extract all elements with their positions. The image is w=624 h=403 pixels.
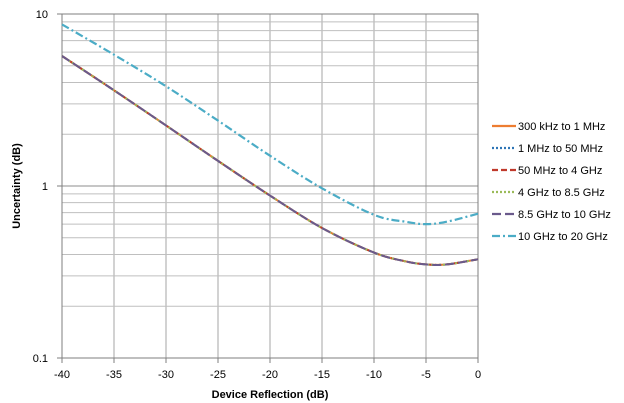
grid	[61, 14, 479, 359]
x-axis-ticks: -40 -35 -30 -25 -20 -15 -10 -5 0	[54, 358, 481, 381]
legend-label: 1 MHz to 50 MHz	[518, 143, 603, 155]
y-axis-ticks: 0.1 1 10	[33, 9, 62, 365]
x-tick-label: -40	[54, 369, 70, 381]
legend-label: 10 GHz to 20 GHz	[518, 231, 608, 243]
x-axis-title: Device Reflection (dB)	[212, 389, 329, 401]
x-tick-label: -25	[210, 369, 226, 381]
x-tick-label: -30	[158, 369, 174, 381]
x-tick-label: -5	[421, 369, 431, 381]
legend-label: 8.5 GHz to 10 GHz	[518, 209, 611, 221]
y-tick-label: 10	[36, 9, 48, 21]
legend: 300 kHz to 1 MHz 1 MHz to 50 MHz 50 MHz to…	[492, 121, 611, 243]
y-tick-label: 1	[42, 181, 48, 193]
x-tick-label: -20	[262, 369, 278, 381]
series-line-6	[61, 23, 479, 226]
x-tick-label: -15	[314, 369, 330, 381]
legend-label: 4 GHz to 8.5 GHz	[518, 187, 605, 199]
x-tick-label: -10	[366, 369, 382, 381]
legend-label: 50 MHz to 4 GHz	[518, 165, 602, 177]
legend-label: 300 kHz to 1 MHz	[518, 121, 605, 133]
x-tick-label: 0	[475, 369, 481, 381]
x-tick-label: -35	[106, 369, 122, 381]
series-line-5	[61, 55, 479, 266]
y-axis-title: Uncertainty (dB)	[11, 143, 23, 229]
y-tick-label: 0.1	[33, 353, 48, 365]
series-lines	[61, 23, 479, 266]
series-line-4	[61, 55, 479, 266]
